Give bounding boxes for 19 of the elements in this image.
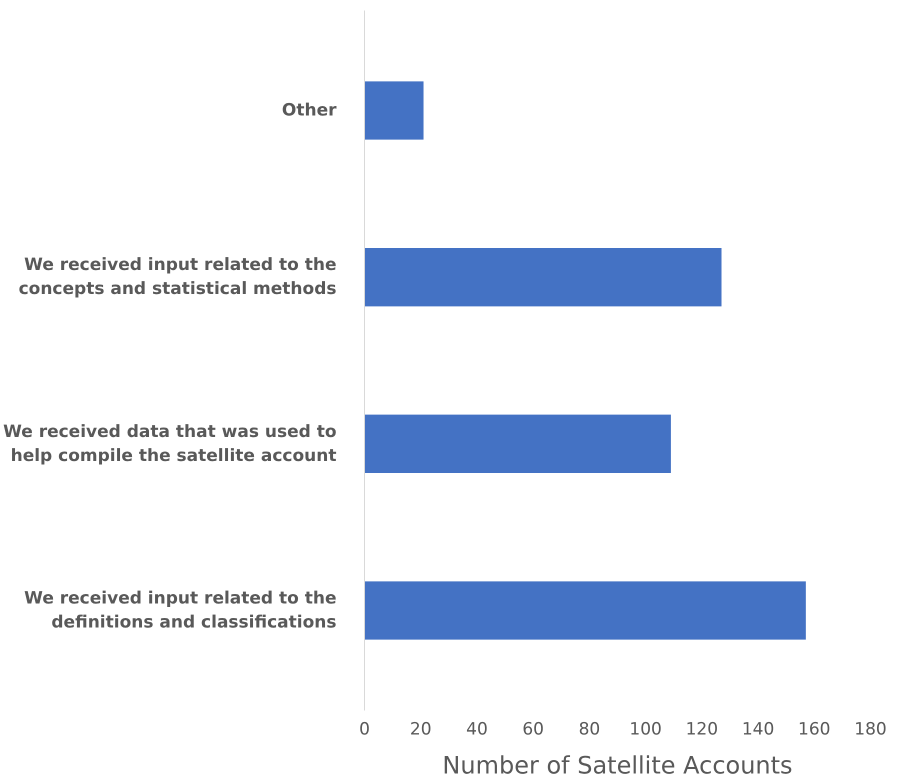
y-tick-label: We received input related to the definitions and classifications [24,588,337,632]
x-tick-label: 140 [742,720,774,740]
y-tick-label: We received input related to the concepts and statistical methods [18,255,337,300]
y-tick-label: We received data that was used to help compile the satellite account [3,422,337,466]
x-tick-label: 0 [359,720,370,740]
x-tick-label: 80 [578,720,600,740]
x-tick-label: 100 [629,720,662,740]
bar [364,581,806,640]
bar [364,81,424,140]
bar [364,414,671,473]
x-tick-label: 40 [466,720,488,740]
x-axis-title: Number of Satellite Accounts [442,752,793,780]
x-tick-label: 120 [686,720,718,740]
x-tick-label: 160 [798,720,831,740]
y-tick-label: Other [282,100,338,120]
x-tick-label: 20 [410,720,432,740]
x-tick-label: 60 [522,720,544,740]
bar [364,248,722,306]
x-tick-label: 180 [854,720,887,740]
